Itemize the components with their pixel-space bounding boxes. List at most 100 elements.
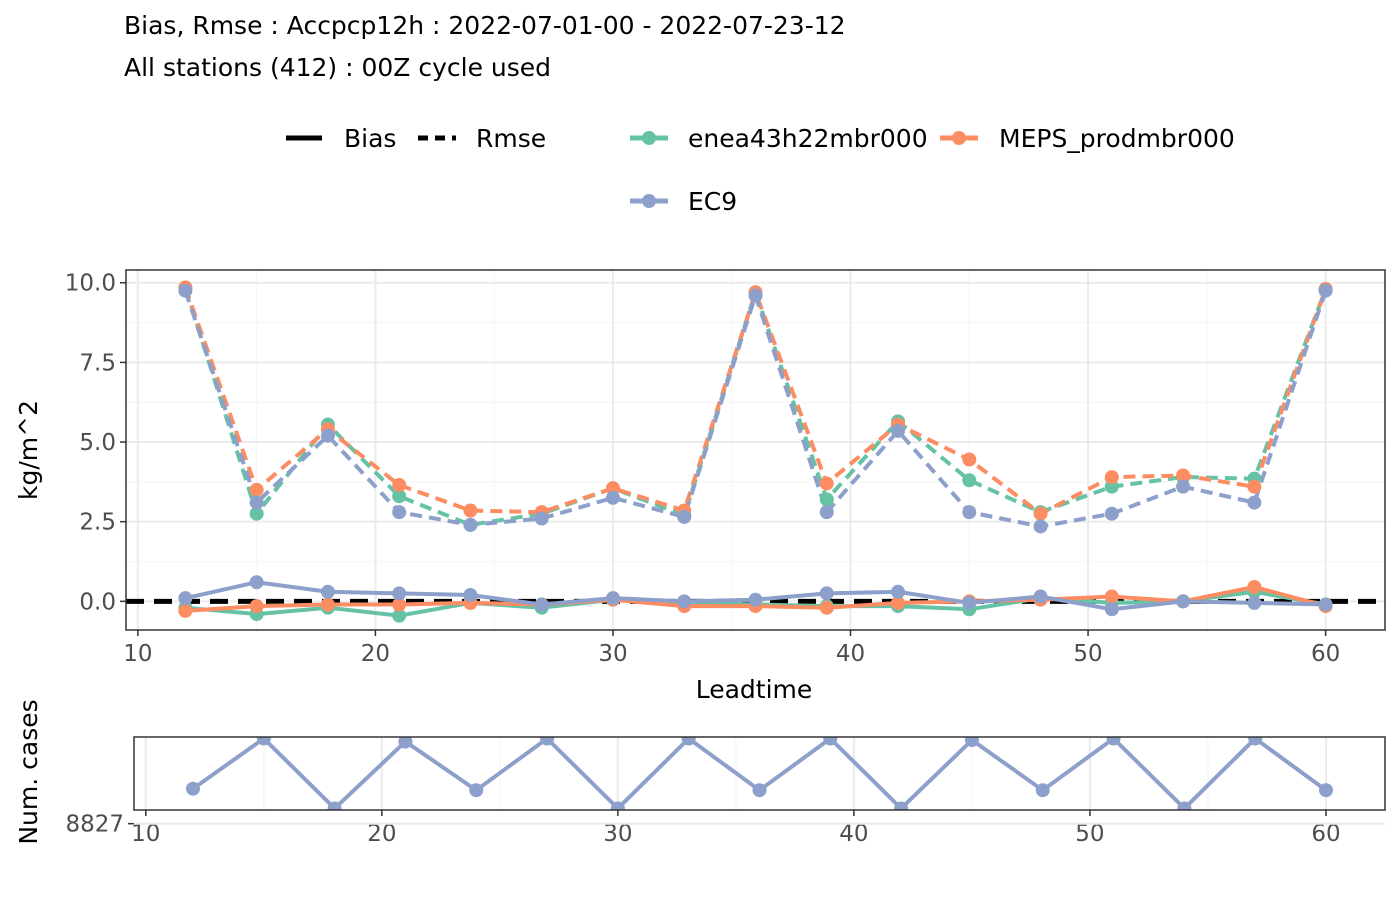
data-point-ec9-rmse — [249, 495, 264, 510]
data-point-ec9-bias — [249, 575, 264, 590]
data-point-ec9 — [1177, 801, 1192, 810]
data-point-meps-prodmbr000-bias — [320, 597, 335, 612]
panel-border — [125, 269, 1386, 631]
data-point-meps-prodmbr000-rmse — [962, 452, 977, 467]
data-point-ec9-bias — [1318, 597, 1333, 612]
data-point-ec9-bias — [891, 584, 906, 599]
data-point-enea43h22mbr000-rmse — [819, 492, 834, 507]
data-point-ec9-bias — [534, 597, 549, 612]
data-point-ec9 — [1248, 737, 1263, 746]
data-point-ec9-rmse — [178, 283, 193, 298]
data-point-ec9 — [327, 801, 342, 810]
x-tick-label: 50 — [1073, 641, 1102, 667]
data-point-ec9-bias — [178, 591, 193, 606]
data-point-ec9-bias — [819, 586, 834, 601]
data-point-enea43h22mbr000-bias — [392, 608, 407, 623]
data-point-meps-prodmbr000-rmse — [392, 478, 407, 493]
data-point-ec9-rmse — [891, 423, 906, 438]
legend: Bias Rmse enea43h22mbr000 MEPS_prodmbr00… — [286, 124, 1235, 216]
data-point-ec9-bias — [1104, 602, 1119, 617]
data-point-ec9-bias — [748, 592, 763, 607]
plot-area — [186, 737, 1333, 810]
data-point-meps-prodmbr000-rmse — [1033, 506, 1048, 521]
x-tick-label: 40 — [836, 641, 865, 667]
data-point-meps-prodmbr000-rmse — [249, 482, 264, 497]
data-point-ec9-rmse — [1247, 495, 1262, 510]
num-cases-plot-panel: 10 20 30 40 50 60 8827 — [65, 736, 1386, 847]
main-plot-panel: 10 20 30 40 50 60 0.0 2.5 5.0 7.5 10.0 — [65, 269, 1386, 667]
data-point-ec9 — [964, 737, 979, 748]
data-point-meps-prodmbr000-rmse — [819, 476, 834, 491]
chart-title: Bias, Rmse : Accpcp12h : 2022-07-01-00 -… — [124, 11, 846, 40]
data-point-ec9-rmse — [748, 288, 763, 303]
legend-label-meps-prodmbr000: MEPS_prodmbr000 — [999, 124, 1235, 153]
data-point-enea43h22mbr000-rmse — [249, 506, 264, 521]
data-point-ec9-rmse — [463, 517, 478, 532]
data-point-meps-prodmbr000-bias — [392, 597, 407, 612]
data-point-ec9-bias — [1247, 595, 1262, 610]
data-point-ec9-rmse — [320, 428, 335, 443]
data-point-meps-prodmbr000-rmse — [1247, 479, 1262, 494]
y-tick-label: 8827 — [65, 812, 124, 838]
data-point-ec9-rmse — [1318, 283, 1333, 298]
data-point-meps-prodmbr000-rmse — [463, 503, 478, 518]
y-tick-label: 0.0 — [79, 589, 116, 615]
legend-label-rmse: Rmse — [476, 124, 546, 153]
data-point-ec9-bias — [463, 587, 478, 602]
data-point-meps-prodmbr000-bias — [178, 603, 193, 618]
data-point-ec9-bias — [392, 586, 407, 601]
x-tick-label: 40 — [839, 821, 868, 847]
data-point-ec9-rmse — [1033, 519, 1048, 534]
data-point-ec9 — [823, 737, 838, 746]
legend-label-bias: Bias — [344, 124, 396, 153]
data-point-meps-prodmbr000-bias — [891, 595, 906, 610]
data-point-ec9-bias — [962, 595, 977, 610]
legend-marker-ec9 — [642, 194, 656, 208]
data-point-enea43h22mbr000-rmse — [962, 473, 977, 488]
legend-marker-meps-prodmbr000 — [952, 131, 966, 145]
data-point-ec9-rmse — [392, 505, 407, 520]
data-point-ec9-rmse — [534, 511, 549, 526]
x-tick-label: 10 — [131, 821, 160, 847]
data-point-ec9 — [1106, 737, 1121, 746]
y-tick-label: 7.5 — [79, 350, 116, 376]
y-tick-label: 5.0 — [79, 430, 116, 456]
data-point-ec9 — [186, 781, 201, 796]
data-point-meps-prodmbr000-bias — [249, 599, 264, 614]
x-tick-label: 30 — [598, 641, 627, 667]
data-point-ec9 — [681, 737, 696, 746]
data-point-ec9-rmse — [819, 505, 834, 520]
x-tick-label: 20 — [367, 821, 396, 847]
data-point-ec9-rmse — [605, 490, 620, 505]
panel-border — [133, 736, 1386, 811]
legend-label-enea43h22mbr000: enea43h22mbr000 — [688, 124, 928, 153]
data-point-meps-prodmbr000-rmse — [1104, 470, 1119, 485]
data-point-ec9-bias — [605, 591, 620, 606]
x-tick-label: 60 — [1311, 821, 1340, 847]
x-tick-label: 50 — [1075, 821, 1104, 847]
num-cases-y-axis-title: Num. cases — [14, 699, 43, 844]
legend-label-ec9: EC9 — [688, 187, 737, 216]
data-point-meps-prodmbr000-bias — [819, 600, 834, 615]
series-line-ec9 — [191, 737, 1328, 810]
series-line-meps-prodmbr000-rmse — [183, 286, 1328, 516]
data-point-ec9-rmse — [962, 505, 977, 520]
y-axis-title: kg/m^2 — [14, 400, 43, 500]
data-point-ec9-rmse — [1104, 506, 1119, 521]
data-point-enea43h22mbr000-rmse — [392, 489, 407, 504]
x-tick-label: 30 — [603, 821, 632, 847]
plot-area — [126, 280, 1385, 623]
data-point-meps-prodmbr000-bias — [1104, 589, 1119, 604]
chart-subtitle: All stations (412) : 00Z cycle used — [124, 53, 551, 82]
data-point-ec9 — [610, 801, 625, 810]
x-axis-title: Leadtime — [696, 675, 813, 704]
data-point-ec9-bias — [320, 584, 335, 599]
data-point-meps-prodmbr000-rmse — [1176, 468, 1191, 483]
series-line-ec9-rmse — [183, 290, 1328, 529]
data-point-ec9-bias — [1033, 589, 1048, 604]
data-point-ec9 — [752, 783, 767, 798]
series-line-enea43h22mbr000-rmse — [183, 286, 1328, 527]
data-point-ec9-rmse — [1176, 479, 1191, 494]
legend-marker-enea43h22mbr000 — [642, 131, 656, 145]
data-point-ec9 — [540, 737, 555, 746]
